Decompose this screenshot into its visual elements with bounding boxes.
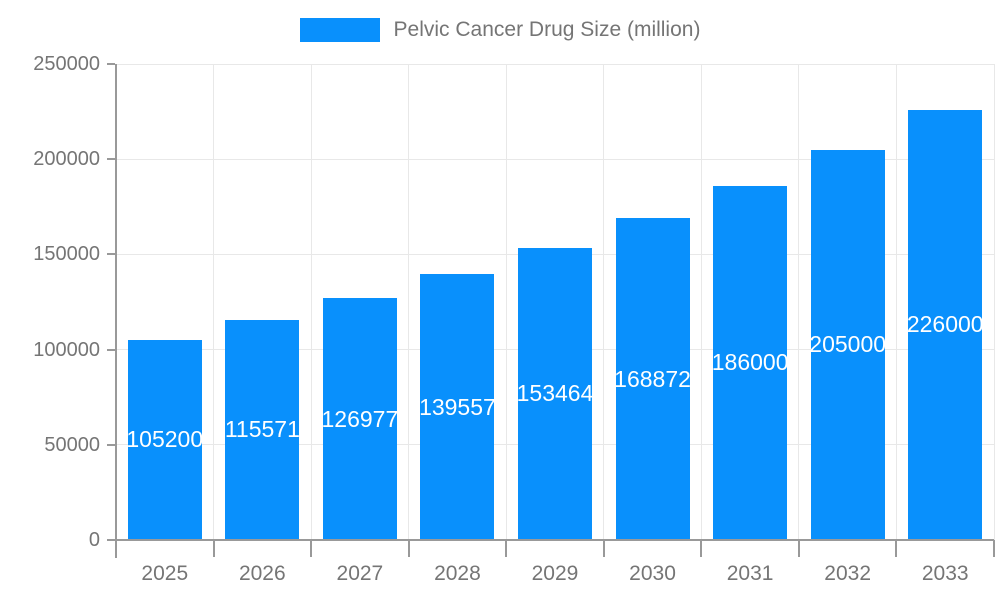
- horizontal-gridline: [116, 158, 994, 160]
- vertical-gridline: [310, 64, 312, 540]
- bar: 126977: [322, 298, 397, 540]
- legend-swatch: [299, 18, 380, 42]
- x-axis-tick-label: 2030: [629, 562, 676, 585]
- bar-value-label: 168872: [615, 365, 690, 392]
- y-axis-tick-label: 50000: [44, 433, 100, 456]
- vertical-gridline: [700, 64, 702, 540]
- legend: Pelvic Cancer Drug Size (million): [0, 18, 1000, 42]
- y-axis-tick-label: 250000: [33, 53, 100, 75]
- legend-label: Pelvic Cancer Drug Size (million): [393, 18, 701, 41]
- x-axis-tick: [212, 540, 215, 557]
- vertical-gridline: [895, 64, 897, 540]
- vertical-gridline: [213, 64, 215, 540]
- bar-value-label: 153464: [518, 380, 592, 407]
- vertical-gridline: [408, 64, 410, 540]
- y-axis-line: [115, 64, 117, 558]
- bar: 226000: [908, 109, 983, 540]
- y-axis-tick-label: 0: [88, 529, 100, 551]
- bar: 205000: [810, 149, 885, 540]
- horizontal-gridline: [116, 63, 994, 65]
- x-axis-tick-label: 2026: [238, 562, 286, 585]
- x-axis-tick: [505, 540, 508, 557]
- bar: 115571: [225, 319, 300, 540]
- y-axis-tick-label: 200000: [33, 148, 100, 171]
- x-axis-tick: [797, 540, 800, 557]
- plot-area: 0 50000 100000 150000 200000 250000 105200 2025…: [33, 53, 995, 585]
- x-axis-tick-label: 2025: [141, 562, 189, 585]
- y-axis-tick: [107, 63, 115, 65]
- y-axis-tick-label: 150000: [33, 243, 100, 266]
- x-axis-tick: [602, 540, 605, 557]
- bar: 168872: [615, 218, 690, 540]
- bar: 153464: [518, 247, 592, 540]
- bar-value-label: 115571: [225, 416, 300, 443]
- x-axis-tick-label: 2033: [921, 562, 969, 585]
- vertical-gridline: [603, 64, 605, 540]
- x-axis-tick-label: 2028: [434, 562, 481, 585]
- x-axis-tick-label: 2031: [726, 562, 774, 585]
- vertical-gridline: [798, 64, 800, 540]
- bar: 105200: [127, 339, 202, 540]
- bar-value-label: 226000: [908, 311, 983, 338]
- x-axis-tick-label: 2029: [531, 562, 579, 585]
- vertical-gridline: [993, 64, 995, 540]
- bar: 186000: [713, 185, 788, 540]
- x-axis-tick: [310, 540, 313, 557]
- y-axis-tick: [107, 348, 115, 351]
- bar-value-label: 139557: [420, 393, 495, 420]
- bar-value-label: 126977: [322, 405, 397, 432]
- x-axis-tick-label: 2027: [336, 562, 384, 585]
- x-axis-line: [116, 539, 994, 541]
- y-axis-tick: [107, 158, 115, 161]
- x-axis-tick: [993, 540, 995, 557]
- y-axis-tick: [107, 253, 115, 256]
- y-axis-tick: [107, 539, 115, 541]
- bar-value-label: 105200: [127, 426, 202, 453]
- y-axis-tick-label: 100000: [33, 338, 100, 361]
- bar-value-label: 205000: [810, 331, 885, 358]
- bar-value-label: 186000: [713, 349, 788, 376]
- x-axis-tick: [407, 540, 410, 557]
- x-axis-tick-label: 2032: [824, 562, 871, 585]
- y-axis-tick: [107, 443, 115, 446]
- bar: 139557: [420, 274, 495, 540]
- x-axis-tick: [895, 540, 898, 557]
- x-axis-tick: [700, 540, 703, 557]
- vertical-gridline: [505, 64, 507, 540]
